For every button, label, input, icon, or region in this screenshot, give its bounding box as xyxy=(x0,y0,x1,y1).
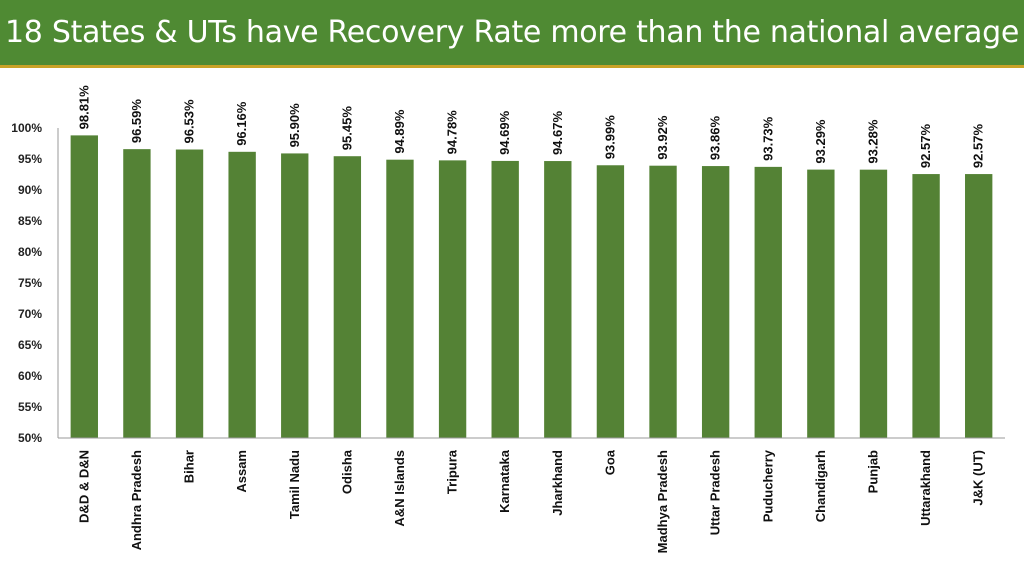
bar xyxy=(544,161,572,438)
data-label: 93.73% xyxy=(760,116,775,161)
y-tick-label: 75% xyxy=(18,276,42,290)
data-label: 93.29% xyxy=(813,119,828,164)
category-label: Bihar xyxy=(182,450,197,483)
data-label: 96.16% xyxy=(234,101,249,146)
data-label: 93.86% xyxy=(708,116,723,161)
data-label: 94.89% xyxy=(392,109,407,154)
data-label: 94.78% xyxy=(445,110,460,155)
data-label: 95.45% xyxy=(339,106,354,151)
category-label: Assam xyxy=(234,450,249,493)
bar xyxy=(754,166,782,438)
data-label: 95.90% xyxy=(287,103,302,148)
bar xyxy=(701,166,730,438)
category-label: Chandigarh xyxy=(813,450,828,522)
bar xyxy=(70,135,98,439)
bar xyxy=(281,153,309,439)
data-label: 92.57% xyxy=(971,124,986,169)
page-title: 18 States & UTs have Recovery Rate more … xyxy=(5,15,1019,50)
category-label: Puducherry xyxy=(760,449,775,522)
category-label: Andhra Pradesh xyxy=(129,450,144,550)
category-label: Goa xyxy=(602,449,617,475)
data-label: 93.28% xyxy=(865,119,880,164)
bar xyxy=(596,165,625,438)
y-tick-label: 85% xyxy=(18,214,42,228)
category-label: Uttarakhand xyxy=(918,450,933,526)
y-tick-label: 60% xyxy=(18,369,42,383)
category-label: D&D & D&N xyxy=(76,450,91,523)
category-label: Uttar Pradesh xyxy=(708,450,723,535)
bar xyxy=(965,174,993,439)
bar xyxy=(807,169,835,439)
y-tick-label: 55% xyxy=(18,400,42,414)
data-label: 98.81% xyxy=(76,85,91,130)
data-label: 94.67% xyxy=(550,111,565,156)
bar xyxy=(859,169,888,438)
bar xyxy=(386,159,414,438)
bar xyxy=(228,151,256,439)
bar xyxy=(175,149,204,438)
category-label: Tamil Nadu xyxy=(287,450,302,519)
category-label: J&K (UT) xyxy=(971,450,986,506)
y-tick-label: 95% xyxy=(18,152,42,166)
y-tick-label: 70% xyxy=(18,307,42,321)
category-label: Jharkhand xyxy=(550,450,565,516)
data-label: 93.99% xyxy=(602,115,617,160)
title-bar: 18 States & UTs have Recovery Rate more … xyxy=(0,0,1024,68)
y-tick-label: 80% xyxy=(18,245,42,259)
y-tick-label: 100% xyxy=(11,121,42,135)
data-label: 94.69% xyxy=(497,110,512,155)
y-tick-label: 65% xyxy=(18,338,42,352)
y-tick-label: 90% xyxy=(18,183,42,197)
category-label: Madhya Pradesh xyxy=(655,450,670,553)
bar xyxy=(123,149,151,438)
category-label: Odisha xyxy=(339,449,354,494)
y-tick-label: 50% xyxy=(18,431,42,445)
bar xyxy=(912,174,940,439)
data-label: 96.53% xyxy=(182,99,197,144)
bar xyxy=(491,160,519,438)
bar xyxy=(333,156,362,438)
data-label: 93.92% xyxy=(655,115,670,160)
data-label: 96.59% xyxy=(129,99,144,144)
category-label: A&N Islands xyxy=(392,450,407,527)
data-label: 92.57% xyxy=(918,124,933,169)
bar xyxy=(438,160,467,438)
bar xyxy=(649,165,677,439)
category-label: Punjab xyxy=(865,450,880,493)
category-label: Karnataka xyxy=(497,449,512,513)
category-label: Tripura xyxy=(445,449,460,494)
